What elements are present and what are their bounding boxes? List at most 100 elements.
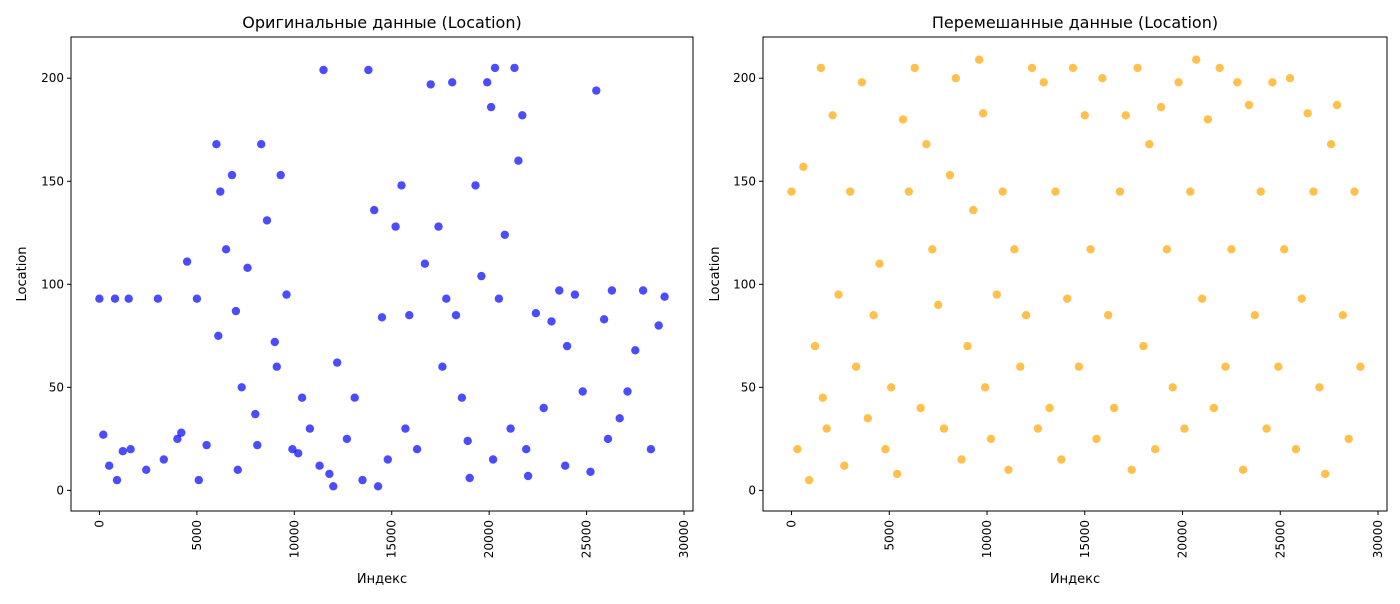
data-point	[159, 455, 168, 464]
data-point	[465, 473, 474, 483]
data-point	[869, 311, 878, 320]
y-tick-label: 200	[41, 71, 64, 85]
data-point	[846, 187, 855, 196]
data-point	[1057, 455, 1066, 464]
data-point	[397, 181, 406, 190]
data-point	[192, 294, 202, 303]
data-point	[270, 337, 279, 347]
data-point	[105, 461, 114, 470]
data-point	[370, 205, 379, 215]
data-point	[305, 424, 315, 433]
data-point	[654, 321, 663, 330]
data-point	[1203, 115, 1213, 124]
data-point	[1145, 140, 1154, 149]
data-point	[978, 109, 988, 118]
data-point	[1156, 102, 1166, 112]
data-point	[1080, 111, 1090, 120]
x-tick-label: 5000	[882, 520, 896, 551]
data-point	[1197, 294, 1207, 303]
y-tick-label: 100	[733, 277, 756, 291]
data-point	[358, 475, 367, 485]
x-axis-label: Индекс	[357, 572, 407, 587]
data-point	[631, 346, 640, 355]
data-point	[799, 162, 808, 171]
data-point	[251, 409, 260, 419]
data-point	[1315, 383, 1324, 392]
y-tick-label: 50	[741, 380, 756, 394]
data-point	[570, 290, 580, 299]
y-tick-label: 0	[748, 483, 756, 497]
x-tick-label: 30000	[677, 520, 691, 558]
data-point	[547, 317, 556, 326]
data-point	[276, 170, 285, 180]
data-point	[514, 156, 523, 165]
data-point	[592, 86, 601, 95]
data-point	[922, 140, 931, 149]
data-point	[1051, 187, 1060, 196]
data-point	[124, 294, 133, 303]
data-point	[951, 74, 960, 83]
data-point	[599, 315, 609, 324]
subplot-shuffled: Перемешанные данные (Location) 0 5000 1000…	[708, 13, 1388, 587]
data-point	[934, 300, 943, 310]
data-point	[816, 63, 826, 73]
data-point	[510, 63, 519, 73]
data-point	[112, 475, 122, 485]
data-point	[471, 181, 480, 190]
data-point	[426, 80, 435, 89]
data-point	[448, 78, 457, 87]
data-point	[1326, 140, 1336, 149]
data-point	[1174, 78, 1183, 87]
data-point	[793, 445, 802, 454]
data-point	[1139, 341, 1148, 351]
x-tick-label: 25000	[1273, 520, 1287, 558]
data-point	[364, 65, 373, 75]
data-point	[1133, 63, 1142, 73]
y-axis-ticks: 0 50 100 150 200	[41, 71, 71, 497]
data-point	[615, 414, 624, 423]
data-point	[126, 445, 135, 454]
data-point	[412, 445, 422, 454]
data-point	[212, 140, 221, 149]
data-point	[851, 362, 861, 371]
data-point	[1221, 362, 1230, 371]
subplot-original: Оригинальные данные (Location) 0 5000 1000…	[15, 13, 694, 587]
data-point	[272, 362, 281, 371]
data-point	[1004, 465, 1013, 474]
data-point	[177, 428, 186, 437]
data-point	[500, 230, 509, 239]
data-point	[523, 471, 533, 481]
data-point	[231, 306, 241, 316]
data-point	[787, 187, 796, 196]
data-point	[1045, 403, 1054, 413]
scatter-points	[95, 63, 669, 491]
x-tick-label: 10000	[980, 520, 994, 558]
y-tick-label: 150	[41, 174, 64, 188]
x-tick-label: 0	[785, 520, 799, 528]
data-point	[463, 436, 472, 446]
data-point	[1162, 245, 1172, 254]
data-point	[506, 424, 515, 433]
y-axis-label: Location	[15, 247, 30, 302]
y-tick-label: 0	[56, 483, 64, 497]
x-tick-label: 0	[92, 520, 106, 528]
y-tick-label: 150	[733, 174, 756, 188]
data-point	[182, 257, 192, 266]
data-point	[1280, 245, 1289, 254]
data-point	[442, 294, 451, 303]
data-point	[1209, 403, 1219, 413]
data-point	[118, 447, 128, 456]
data-point	[818, 393, 827, 402]
data-point	[95, 294, 104, 303]
data-point	[586, 467, 595, 476]
data-point	[325, 469, 334, 479]
x-tick-label: 30000	[1371, 520, 1385, 558]
x-axis-ticks: 0 5000 10000 15000 20000 25000 30000	[92, 511, 691, 558]
y-axis-ticks: 0 50 100 150 200	[733, 71, 763, 497]
data-point	[1168, 383, 1177, 392]
data-point	[297, 393, 307, 402]
data-point	[194, 475, 203, 485]
data-point	[1109, 403, 1119, 413]
data-point	[555, 286, 564, 295]
